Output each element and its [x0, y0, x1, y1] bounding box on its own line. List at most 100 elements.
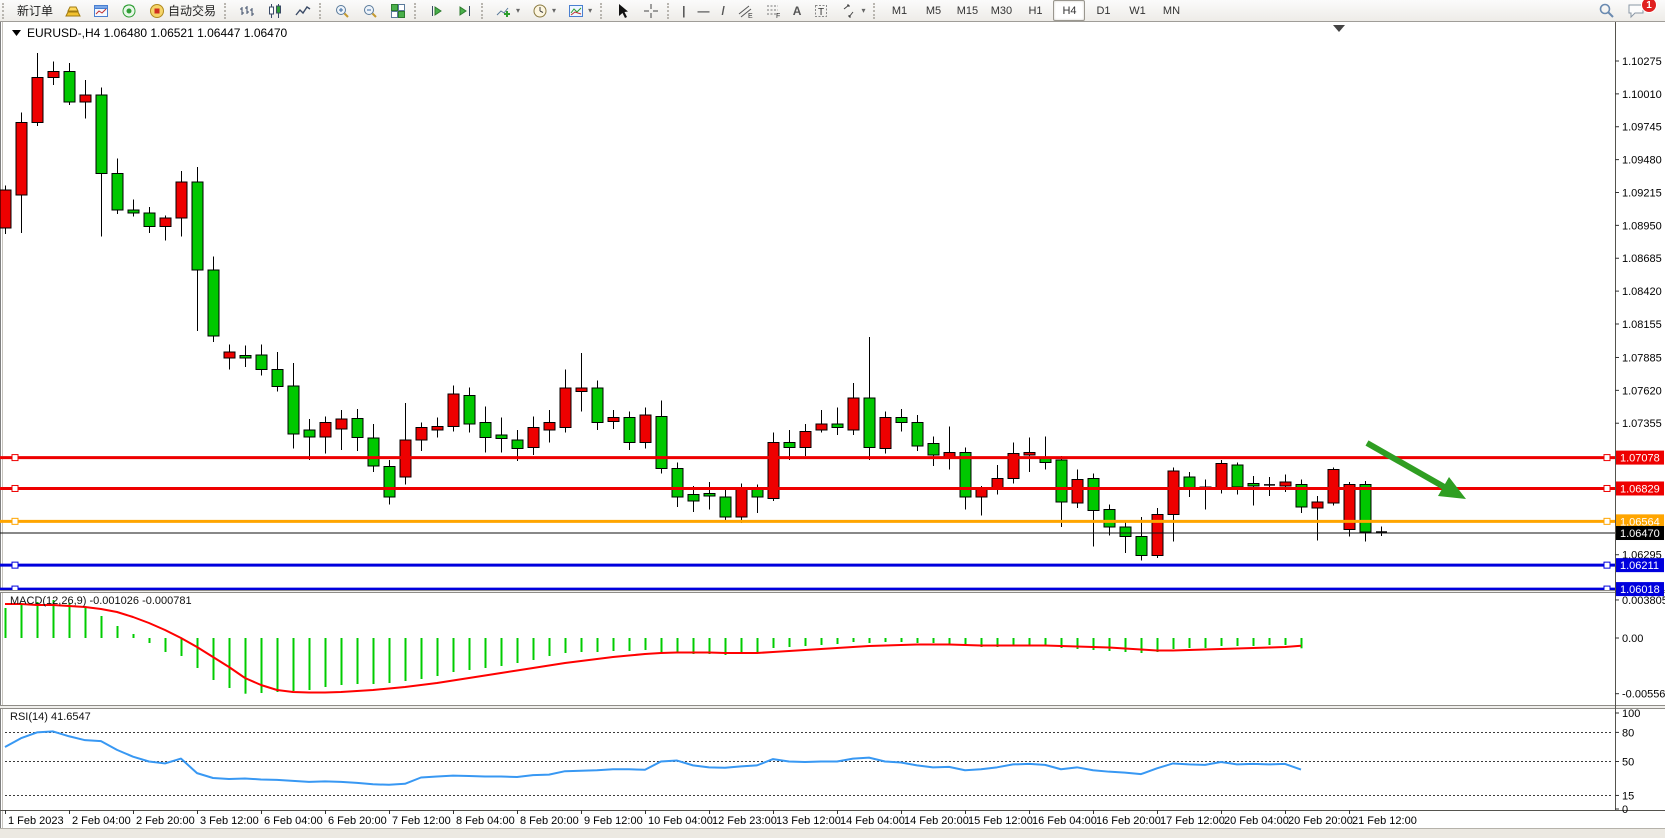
time-tick-label: 16 Feb 20:00	[1096, 815, 1161, 827]
time-tick-label: 1 Feb 2023	[8, 815, 64, 827]
tile-windows-button[interactable]	[385, 0, 411, 21]
auto-scroll-button[interactable]	[424, 0, 450, 21]
toolbar-grip[interactable]	[667, 2, 674, 19]
equidistant-channel-icon: E	[738, 5, 753, 19]
channel-tool-button[interactable]: E	[732, 0, 758, 21]
time-tick-label: 8 Feb 04:00	[456, 815, 515, 827]
chart-window-icon	[94, 4, 109, 17]
crosshair-icon	[644, 3, 659, 18]
rsi-label: RSI(14) 41.6547	[10, 711, 91, 723]
news-feed-button[interactable]	[116, 0, 142, 21]
timeframe-mn-button[interactable]: MN	[1162, 4, 1181, 17]
navigator-button[interactable]	[88, 0, 114, 21]
timeframe-m30-button[interactable]: M30	[990, 4, 1013, 17]
zoom-in-button[interactable]	[329, 0, 355, 21]
text-tool-button[interactable]: A	[788, 0, 807, 21]
timeframe-m15-button[interactable]: M15	[956, 4, 979, 17]
zoom-out-icon	[364, 4, 377, 18]
time-tick-label: 2 Feb 20:00	[136, 815, 195, 827]
line-chart-mode-button[interactable]	[290, 0, 316, 21]
timeframe-h4-button[interactable]: H4	[1053, 0, 1086, 21]
time-tick-label: 3 Feb 12:00	[200, 815, 259, 827]
toolbar-grip[interactable]	[481, 2, 488, 19]
candlestick-icon	[269, 3, 282, 18]
macd-signal-line	[5, 603, 1302, 694]
support-resistance-lines[interactable]	[0, 454, 1615, 593]
price-line-label: 1.06564	[1620, 516, 1660, 528]
time-tick-label: 8 Feb 20:00	[520, 815, 579, 827]
trendline-icon: /	[721, 3, 725, 18]
timeframe-m5-button[interactable]: M5	[925, 4, 942, 17]
search-icon	[1599, 3, 1614, 18]
macd-scale-label: 0.00	[1622, 633, 1643, 645]
dropdown-arrow-icon: ▾	[588, 6, 593, 15]
autotrading-button[interactable]: 自动交易	[144, 0, 221, 21]
toolbar-grip[interactable]	[2, 2, 9, 19]
indicators-button[interactable]: ▾	[491, 0, 525, 21]
candlesticks	[0, 52, 1387, 561]
time-tick-label: 12 Feb 23:00	[712, 815, 777, 827]
rsi-scale-label: 100	[1622, 708, 1640, 720]
time-tick-label: 6 Feb 04:00	[264, 815, 323, 827]
fibonacci-tool-button[interactable]: F	[760, 0, 786, 21]
price-tick-label: 1.10275	[1622, 56, 1662, 68]
dropdown-arrow-icon: ▾	[552, 6, 557, 15]
zoom-in-icon	[336, 4, 349, 18]
horizontal-line-tool-button[interactable]: —	[692, 0, 714, 21]
text-label-icon: T	[815, 4, 828, 18]
price-line-label: 1.06829	[1620, 483, 1660, 495]
auto-scroll-icon	[432, 5, 442, 16]
search-button[interactable]	[1593, 0, 1620, 21]
time-tick-label: 16 Feb 04:00	[1032, 815, 1097, 827]
chart-shift-button[interactable]	[452, 0, 478, 21]
symbol-dropdown-icon	[12, 30, 21, 36]
line-chart-icon	[295, 5, 311, 15]
periods-button[interactable]: ▾	[527, 0, 561, 21]
time-tick-label: 21 Feb 12:00	[1352, 815, 1417, 827]
gold-deposit-button[interactable]	[60, 0, 86, 21]
bar-chart-mode-button[interactable]	[234, 0, 260, 21]
chart-shift-marker	[1333, 25, 1345, 32]
price-tick-label: 1.07885	[1622, 352, 1662, 364]
toolbar-grip[interactable]	[319, 2, 326, 19]
chart-shift-icon	[459, 5, 471, 16]
toolbar-grip[interactable]	[600, 2, 607, 19]
horizontal-line-icon: —	[697, 3, 710, 18]
new-order-button[interactable]: 新订单	[12, 0, 58, 21]
zoom-out-button[interactable]	[357, 0, 383, 21]
crosshair-tool-button[interactable]	[638, 0, 664, 21]
vertical-line-tool-button[interactable]: |	[677, 0, 690, 21]
time-axis[interactable]: 1 Feb 2023 2 Feb 04:00 2 Feb 20:00 3 Feb 12…	[5, 810, 1417, 827]
arrows-tool-button[interactable]: ▾	[836, 0, 870, 21]
timeframe-d1-button[interactable]: D1	[1096, 4, 1111, 17]
timeframe-m1-button[interactable]: M1	[891, 4, 908, 17]
cursor-tool-button[interactable]	[610, 0, 636, 21]
rsi-line	[4, 730, 1302, 786]
toolbar-grip[interactable]	[873, 2, 880, 19]
time-tick-label: 13 Feb 12:00	[776, 815, 841, 827]
macd-label: MACD(12,26,9) -0.001026 -0.000781	[10, 595, 192, 607]
macd-scale-label: -0.005569	[1622, 689, 1665, 701]
add-indicator-icon	[496, 7, 511, 17]
timeframe-h1-button[interactable]: H1	[1028, 4, 1043, 17]
timeframe-w1-button[interactable]: W1	[1129, 4, 1146, 17]
clock-icon	[533, 4, 547, 17]
symbol-ohlc-text: EURUSD-,H4 1.06480 1.06521 1.06447 1.064…	[27, 26, 288, 40]
trendline-tool-button[interactable]: /	[716, 0, 729, 21]
notifications-button[interactable]: 1	[1622, 0, 1657, 21]
toolbar-grip[interactable]	[414, 2, 421, 19]
templates-button[interactable]: ▾	[563, 0, 597, 21]
price-line-label: 1.06018	[1620, 584, 1660, 596]
arrow-objects-icon	[844, 4, 854, 17]
trend-arrow-annotation[interactable]	[1365, 440, 1466, 499]
rsi-indicator: RSI(14) 41.6547	[4, 711, 1612, 796]
time-tick-label: 17 Feb 12:00	[1160, 815, 1225, 827]
price-axis[interactable]: 1.10275 1.10010 1.09745 1.09480 1.09215 1.089…	[1615, 21, 1665, 816]
new-order-label: 新订单	[17, 4, 54, 18]
toolbar-grip[interactable]	[224, 2, 231, 19]
price-tick-label: 1.08420	[1622, 286, 1662, 298]
text-label-tool-button[interactable]: T	[808, 0, 834, 21]
macd-scale-label: 0.003805	[1622, 595, 1665, 607]
candlestick-mode-button[interactable]	[262, 0, 288, 21]
